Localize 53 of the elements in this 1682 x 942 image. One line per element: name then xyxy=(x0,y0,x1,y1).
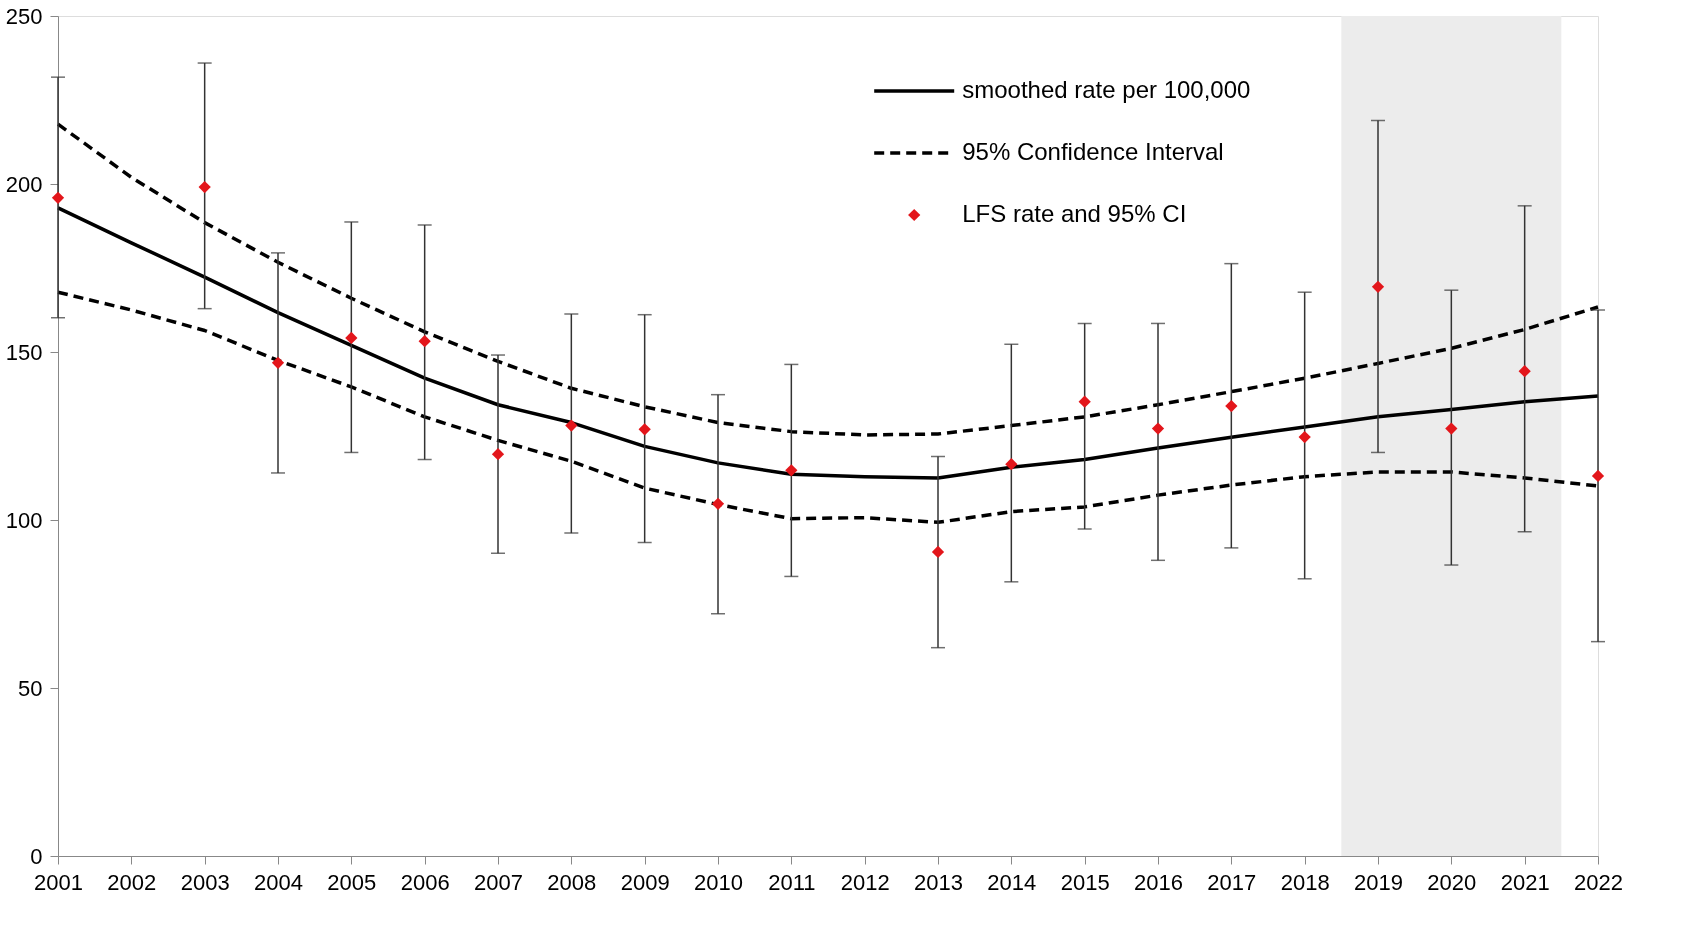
point xyxy=(1591,469,1605,483)
x-tick-label: 2016 xyxy=(1134,869,1183,895)
line-series xyxy=(56,206,1600,480)
point xyxy=(345,331,358,345)
x-tick-label: 2002 xyxy=(107,869,157,895)
point xyxy=(1225,399,1238,413)
point xyxy=(1445,422,1458,435)
point xyxy=(1298,430,1311,444)
point xyxy=(51,191,65,204)
legend-label: LFS rate and 95% CI xyxy=(962,200,1187,227)
point xyxy=(418,335,431,348)
x-tick-label: 2022 xyxy=(1574,869,1623,895)
y-tick-label: 200 xyxy=(5,171,43,197)
legend-label: smoothed rate per 100,000 xyxy=(962,76,1251,103)
x-tick-label: 2020 xyxy=(1427,869,1477,895)
x-tick-label: 2015 xyxy=(1060,869,1110,895)
x-tick-label: 2008 xyxy=(547,869,597,895)
point xyxy=(1078,395,1091,408)
x-tick-label: 2003 xyxy=(180,869,230,895)
point xyxy=(565,419,578,432)
point xyxy=(1518,365,1531,378)
y-tick-label: 250 xyxy=(5,3,43,29)
legend-label: 95% Confidence Interval xyxy=(962,138,1224,165)
point xyxy=(785,464,798,477)
point xyxy=(638,423,651,436)
y-tick-label: 150 xyxy=(5,339,43,365)
point xyxy=(1371,280,1385,293)
x-tick-label: 2017 xyxy=(1207,869,1257,895)
x-tick-label: 2011 xyxy=(768,869,816,895)
point xyxy=(711,497,725,510)
x-tick-label: 2006 xyxy=(400,869,450,895)
point xyxy=(1151,422,1165,435)
x-tick-label: 2004 xyxy=(254,869,303,895)
y-tick-label: 100 xyxy=(5,507,43,533)
x-tick-label: 2018 xyxy=(1280,869,1330,895)
point xyxy=(271,356,285,369)
x-tick-label: 2019 xyxy=(1354,869,1403,895)
x-tick-label: 2010 xyxy=(694,869,743,895)
x-tick-label: 2005 xyxy=(327,869,377,895)
line-series xyxy=(56,122,1600,437)
x-tick-label: 2014 xyxy=(987,869,1037,895)
x-tick-label: 2009 xyxy=(620,869,670,895)
x-tick-label: 2013 xyxy=(914,869,963,895)
x-tick-label: 2021 xyxy=(1500,869,1550,895)
point xyxy=(931,545,945,559)
x-tick-label: 2001 xyxy=(34,869,83,895)
point xyxy=(491,448,505,461)
y-tick-label: 50 xyxy=(18,675,43,701)
point xyxy=(198,180,211,194)
x-tick-label: 2012 xyxy=(840,869,890,895)
point xyxy=(1005,458,1018,471)
y-tick-label: 0 xyxy=(30,843,43,869)
x-tick-label: 2007 xyxy=(474,869,523,895)
